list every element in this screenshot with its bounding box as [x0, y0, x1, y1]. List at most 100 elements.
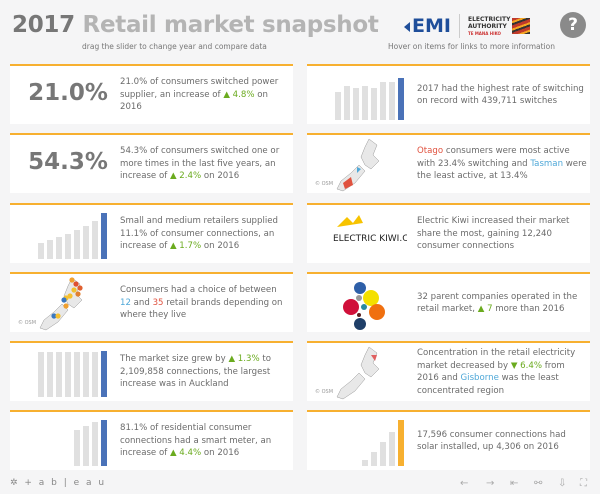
company-bubble[interactable] [369, 304, 385, 320]
text-segment: ▲ 1.7% [169, 241, 202, 252]
revert-icon[interactable]: ⇤ [510, 478, 519, 489]
bar[interactable] [362, 460, 368, 466]
tableau-icon: ✲ [10, 478, 25, 488]
bar[interactable] [83, 425, 89, 466]
company-bubble[interactable] [361, 304, 367, 310]
bar[interactable] [398, 420, 404, 466]
tasman-region[interactable] [357, 167, 361, 173]
bar[interactable] [362, 85, 368, 120]
card-10[interactable]: 81.1% of residential consumer connection… [10, 410, 293, 470]
card-4[interactable]: Small and medium retailers supplied 11.1… [10, 203, 293, 263]
region-dot[interactable] [61, 297, 67, 303]
text-segment[interactable]: 12 [120, 297, 131, 308]
south-island[interactable] [336, 372, 366, 400]
help-button[interactable]: ? [560, 12, 586, 38]
trend-bars [319, 420, 404, 466]
bar[interactable] [83, 351, 89, 397]
undo-icon[interactable]: ← [460, 478, 469, 489]
nz-map-concentration[interactable] [307, 343, 407, 401]
card-3[interactable]: © OSM Otago consumers were most active wi… [307, 133, 590, 193]
bar[interactable] [92, 351, 98, 397]
osm-credit[interactable]: © OSM [315, 389, 334, 395]
bar[interactable] [101, 351, 107, 397]
card-2[interactable]: 54.3% 54.3% of consumers switched one or … [10, 133, 293, 193]
parent-company-bubbles[interactable] [307, 274, 407, 332]
region-dot[interactable] [71, 287, 77, 293]
bar[interactable] [47, 239, 53, 259]
text-segment: was the least concentrated region [417, 373, 559, 396]
download-icon[interactable]: ⇩ [558, 478, 567, 489]
card-text: Small and medium retailers supplied 11.1… [120, 205, 290, 263]
bar[interactable] [344, 85, 350, 120]
bar[interactable] [65, 351, 71, 397]
osm-credit[interactable]: © OSM [315, 181, 334, 187]
bar[interactable] [371, 87, 377, 120]
big-number: 21.0% [28, 80, 108, 106]
company-bubble[interactable] [363, 290, 379, 306]
bar[interactable] [47, 351, 53, 397]
text-segment[interactable]: Gisborne [460, 373, 499, 383]
text-segment[interactable]: Otago [417, 146, 444, 157]
nz-map-brands[interactable] [10, 274, 110, 332]
bar[interactable] [74, 430, 80, 466]
redo-icon[interactable]: → [486, 478, 495, 489]
bar[interactable] [56, 351, 62, 397]
gisborne-region[interactable] [371, 355, 377, 361]
bar[interactable] [74, 230, 80, 259]
bar[interactable] [371, 452, 377, 466]
company-bubble[interactable] [343, 299, 359, 315]
bar[interactable] [380, 442, 386, 466]
osm-credit[interactable]: © OSM [18, 320, 37, 326]
bar[interactable] [38, 351, 44, 397]
card-1[interactable]: 2017 had the highest rate of switching o… [307, 64, 590, 124]
card-0[interactable]: 21.0% 21.0% of consumers switched power s… [10, 64, 293, 124]
text-segment: 17,596 consumer connections had solar in… [417, 429, 566, 453]
card-6[interactable]: © OSM Consumers had a choice of between 1… [10, 272, 293, 332]
card-11[interactable]: 17,596 consumer connections had solar in… [307, 410, 590, 470]
bar[interactable] [353, 87, 359, 120]
card-8[interactable]: The market size grew by ▲ 1.3% to 2,109,… [10, 341, 293, 401]
bar[interactable] [56, 236, 62, 259]
card-5[interactable]: ELECTRIC KIWI.CO.NZ Electric Kiwi increas… [307, 203, 590, 263]
bar[interactable] [380, 82, 386, 120]
text-segment: 32 parent companies operated in the reta… [417, 291, 578, 315]
bar[interactable] [74, 351, 80, 397]
bar[interactable] [92, 221, 98, 259]
region-dot[interactable] [69, 277, 75, 283]
tableau-logo[interactable]: ✲ + a b | e a u [10, 478, 106, 488]
bar[interactable] [389, 82, 395, 120]
bar[interactable] [101, 420, 107, 466]
bar[interactable] [83, 225, 89, 259]
region-dot[interactable] [75, 291, 81, 297]
company-bubble[interactable] [354, 282, 366, 294]
region-dot[interactable] [73, 281, 79, 287]
card-9[interactable]: © OSM Concentration in the retail electri… [307, 341, 590, 401]
region-dot[interactable] [63, 303, 69, 309]
region-dot[interactable] [67, 293, 73, 299]
company-bubble[interactable] [356, 295, 362, 301]
region-dot[interactable] [51, 313, 57, 319]
bar[interactable] [398, 77, 404, 120]
company-bubble[interactable] [357, 313, 361, 317]
emi-logo: EMI [404, 15, 451, 37]
text-segment: ▲ 4.4% [169, 448, 202, 459]
bar[interactable] [92, 421, 98, 466]
north-island[interactable] [360, 138, 380, 170]
bar[interactable] [65, 233, 71, 259]
emi-ea-logo[interactable]: EMI ELECTRICITY AUTHORITY TE MANA HIKO [404, 13, 531, 39]
card-7[interactable]: 32 parent companies operated in the reta… [307, 272, 590, 332]
bar[interactable] [101, 213, 107, 259]
bar[interactable] [38, 242, 44, 259]
north-island[interactable] [360, 346, 380, 378]
bar[interactable] [389, 431, 395, 466]
text-segment[interactable]: Tasman [530, 158, 564, 169]
region-dot[interactable] [55, 313, 61, 319]
nz-map-switching[interactable] [307, 135, 407, 193]
fullscreen-icon[interactable]: ⛶ [580, 478, 587, 489]
region-dot[interactable] [77, 285, 83, 291]
otago-region[interactable] [343, 177, 353, 189]
text-segment[interactable]: 35 [152, 297, 164, 308]
share-icon[interactable]: ⚯ [534, 478, 543, 489]
company-bubble[interactable] [354, 318, 366, 330]
bar[interactable] [335, 92, 341, 120]
